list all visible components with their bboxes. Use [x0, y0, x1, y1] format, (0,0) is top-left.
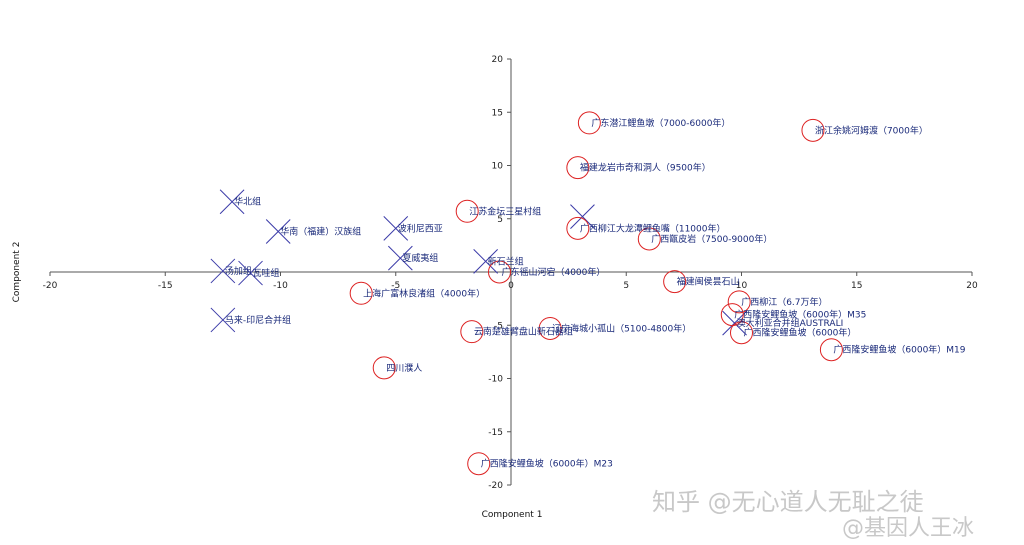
cross-point-label: 澳大利亚合并组AUSTRALI — [737, 317, 844, 329]
y-tick-label: 5 — [497, 215, 503, 225]
cross-marker — [722, 310, 747, 336]
cross-point-label: 马来-印尼合并组 — [225, 314, 291, 326]
cross-point-label: 汤加组 — [225, 265, 252, 277]
circle-point-label: 广西隆安鲤鱼坡（6000年） — [744, 327, 857, 339]
circle-marker — [538, 316, 562, 340]
circle-marker — [372, 356, 396, 380]
cross-point-label: 夏威夷组 — [402, 252, 438, 264]
cross-marker — [383, 215, 409, 241]
weibo-watermark: @基因人王冰 — [842, 516, 975, 541]
circle-marker — [566, 216, 590, 240]
circle-point-label: 浙江余姚河姆渡（7000年） — [815, 124, 928, 136]
cross-marker — [219, 189, 245, 215]
circle-marker — [349, 281, 373, 305]
cross-marker — [210, 258, 236, 284]
cross-marker — [210, 307, 236, 333]
circle-marker — [577, 111, 601, 135]
zhihu-watermark: 知乎 @无心道人无耻之徒 — [652, 488, 924, 516]
x-tick-label: 20 — [966, 281, 978, 291]
circle-marker — [460, 320, 484, 344]
circle-marker — [637, 227, 661, 251]
circle-point-label: 广西柳江大龙潭鲤鱼嘴（11000年） — [580, 222, 726, 234]
x-tick-label: -5 — [391, 281, 400, 291]
circle-point-label: 广东潜江鲤鱼墩（7000-6000年） — [591, 117, 730, 129]
x-tick-label: 15 — [851, 281, 862, 291]
circle-marker — [455, 199, 479, 223]
x-tick-label: 5 — [623, 281, 629, 291]
circle-point-label: 广东徭山河宕（4000年） — [501, 266, 605, 278]
cross-point-label: 波利尼西亚 — [398, 222, 443, 234]
circle-marker — [720, 303, 744, 327]
cross-marker — [570, 204, 595, 229]
circle-point-label: 四川濮人 — [386, 362, 422, 374]
x-tick-label: -20 — [43, 281, 58, 291]
circle-marker — [487, 260, 511, 284]
y-tick-label: -5 — [494, 321, 503, 331]
cross-marker — [473, 248, 498, 274]
y-axis-title: Component 2 — [12, 242, 22, 303]
x-axis-title: Component 1 — [482, 510, 543, 520]
y-tick-label: 15 — [492, 108, 503, 118]
circle-marker — [566, 156, 590, 180]
cross-marker — [388, 245, 413, 271]
cross-point-label: 华南（福建）汉族组 — [280, 226, 361, 238]
cross-point-label: 瓦哇组 — [253, 267, 280, 279]
y-tick-label: -15 — [488, 428, 503, 438]
circle-point-label: 辽宁海城小孤山（5100-4800年） — [552, 322, 691, 334]
y-tick-label: 20 — [492, 55, 504, 65]
cross-point-label: 新石兰组 — [488, 255, 524, 267]
circle-point-label: 广西甑皮岩（7500-9000年） — [651, 233, 772, 245]
circle-point-label: 福建闽侯昙石山 — [677, 276, 740, 288]
x-tick-label: -10 — [273, 281, 288, 291]
x-tick-label: -15 — [158, 281, 173, 291]
circle-point-label: 上海广富林良渚组（4000年） — [363, 287, 485, 299]
data-points — [210, 111, 843, 476]
circle-marker — [663, 270, 687, 294]
circle-point-label: 广西柳江（6.7万年） — [741, 296, 827, 308]
circle-marker — [727, 290, 751, 314]
cross-marker — [238, 260, 263, 286]
circle-marker — [467, 452, 491, 476]
circle-point-label: 广西隆安鲤鱼坡（6000年）M23 — [481, 458, 613, 470]
circle-marker — [730, 321, 753, 345]
x-tick-label: 10 — [736, 281, 748, 291]
axes — [49, 58, 973, 486]
circle-point-label: 云南楚雄臂盘山新石器组 — [474, 326, 573, 338]
circle-point-label: 福建龙岩市奇和洞人（9500年） — [580, 162, 711, 174]
tick-labels: -20 -15 -10 -5 0 5 10 15 20 20 15 10 5 -5 -10 -15 -20 — [43, 55, 978, 491]
cross-point-label: 华北组 — [234, 196, 261, 208]
circle-point-label: 江苏金坛三星村组 — [469, 205, 541, 217]
circle-marker — [819, 338, 843, 362]
y-tick-label: 10 — [492, 162, 504, 172]
y-tick-label: -20 — [488, 481, 503, 491]
y-tick-label: -10 — [488, 375, 503, 385]
circle-point-label: 广西隆安鲤鱼坡（6000年）M19 — [833, 344, 965, 356]
cross-marker — [265, 219, 291, 244]
x-tick-label: 0 — [508, 281, 514, 291]
circle-point-label: 广西隆安鲤鱼坡（6000年）M35 — [734, 309, 866, 321]
circle-marker — [801, 118, 825, 142]
